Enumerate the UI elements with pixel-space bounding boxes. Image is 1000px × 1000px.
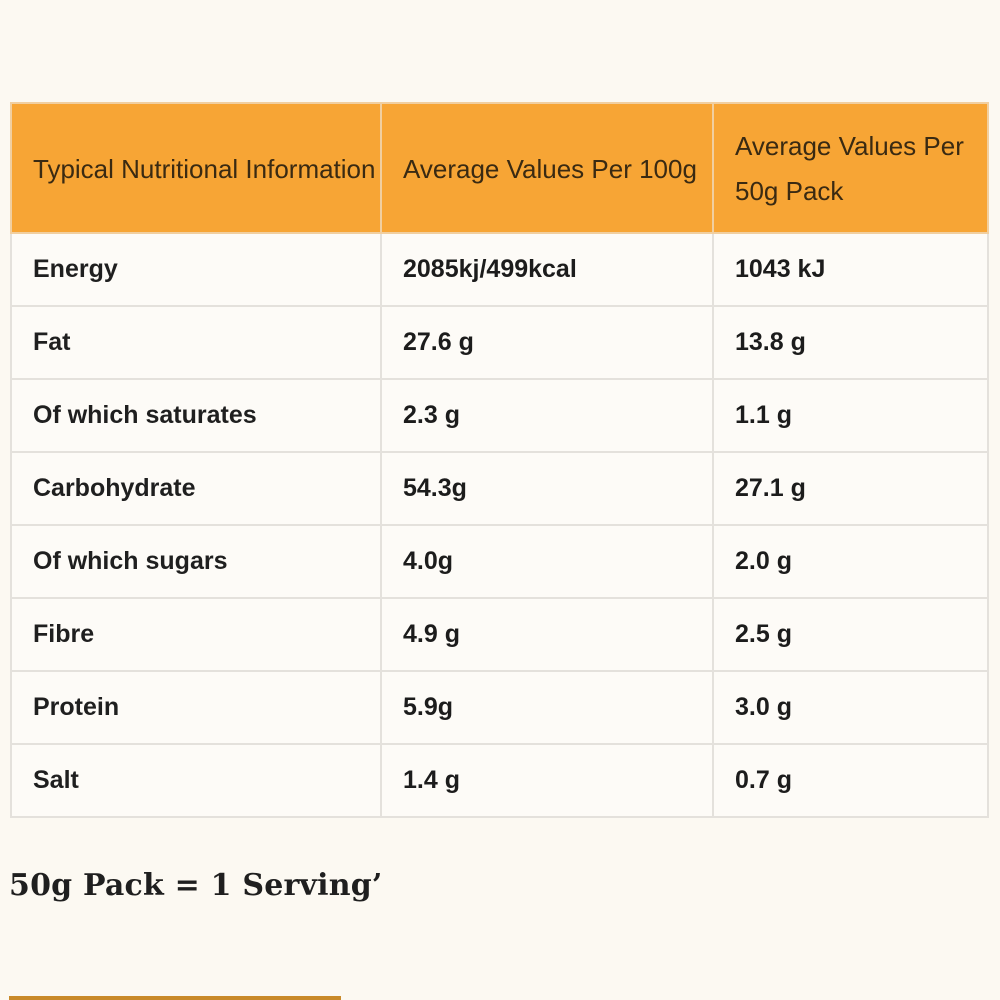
value-per-pack: 0.7 g bbox=[712, 743, 989, 818]
value-per-100g: 27.6 g bbox=[380, 305, 714, 380]
header-row: Typical Nutritional Information Average … bbox=[10, 102, 989, 234]
nutrient-name: Carbohydrate bbox=[10, 451, 382, 526]
value-per-pack: 27.1 g bbox=[712, 451, 989, 526]
table-row: Of which sugars 4.0g 2.0 g bbox=[10, 524, 989, 599]
table-body: Energy 2085kj/499kcal 1043 kJ Fat 27.6 g… bbox=[10, 232, 989, 818]
nutrient-name: Fat bbox=[10, 305, 382, 380]
table-row: Fat 27.6 g 13.8 g bbox=[10, 305, 989, 380]
value-per-pack: 1043 kJ bbox=[712, 232, 989, 307]
value-per-pack: 3.0 g bbox=[712, 670, 989, 745]
nutrient-name: Energy bbox=[10, 232, 382, 307]
table-row: Fibre 4.9 g 2.5 g bbox=[10, 597, 989, 672]
value-per-100g: 2.3 g bbox=[380, 378, 714, 453]
value-per-pack: 2.5 g bbox=[712, 597, 989, 672]
table-row: Protein 5.9g 3.0 g bbox=[10, 670, 989, 745]
table-row: Salt 1.4 g 0.7 g bbox=[10, 743, 989, 818]
nutrient-name: Fibre bbox=[10, 597, 382, 672]
value-per-pack: 2.0 g bbox=[712, 524, 989, 599]
nutrient-name: Of which sugars bbox=[10, 524, 382, 599]
table-row: Of which saturates 2.3 g 1.1 g bbox=[10, 378, 989, 453]
bottom-divider bbox=[9, 996, 341, 1000]
nutrient-name: Of which saturates bbox=[10, 378, 382, 453]
nutrient-name: Salt bbox=[10, 743, 382, 818]
value-per-100g: 54.3g bbox=[380, 451, 714, 526]
value-per-100g: 1.4 g bbox=[380, 743, 714, 818]
value-per-pack: 1.1 g bbox=[712, 378, 989, 453]
header-nutrient: Typical Nutritional Information bbox=[10, 102, 382, 234]
value-per-100g: 4.9 g bbox=[380, 597, 714, 672]
table-row: Carbohydrate 54.3g 27.1 g bbox=[10, 451, 989, 526]
value-per-100g: 4.0g bbox=[380, 524, 714, 599]
serving-note: 50g Pack = 1 Serving’ bbox=[9, 868, 383, 903]
table-row: Energy 2085kj/499kcal 1043 kJ bbox=[10, 232, 989, 307]
header-per-pack: Average Values Per 50g Pack bbox=[712, 102, 989, 234]
nutrition-table: Typical Nutritional Information Average … bbox=[10, 102, 989, 818]
value-per-100g: 2085kj/499kcal bbox=[380, 232, 714, 307]
nutrient-name: Protein bbox=[10, 670, 382, 745]
value-per-100g: 5.9g bbox=[380, 670, 714, 745]
value-per-pack: 13.8 g bbox=[712, 305, 989, 380]
table-header: Typical Nutritional Information Average … bbox=[10, 102, 989, 234]
header-per-100g: Average Values Per 100g bbox=[380, 102, 714, 234]
